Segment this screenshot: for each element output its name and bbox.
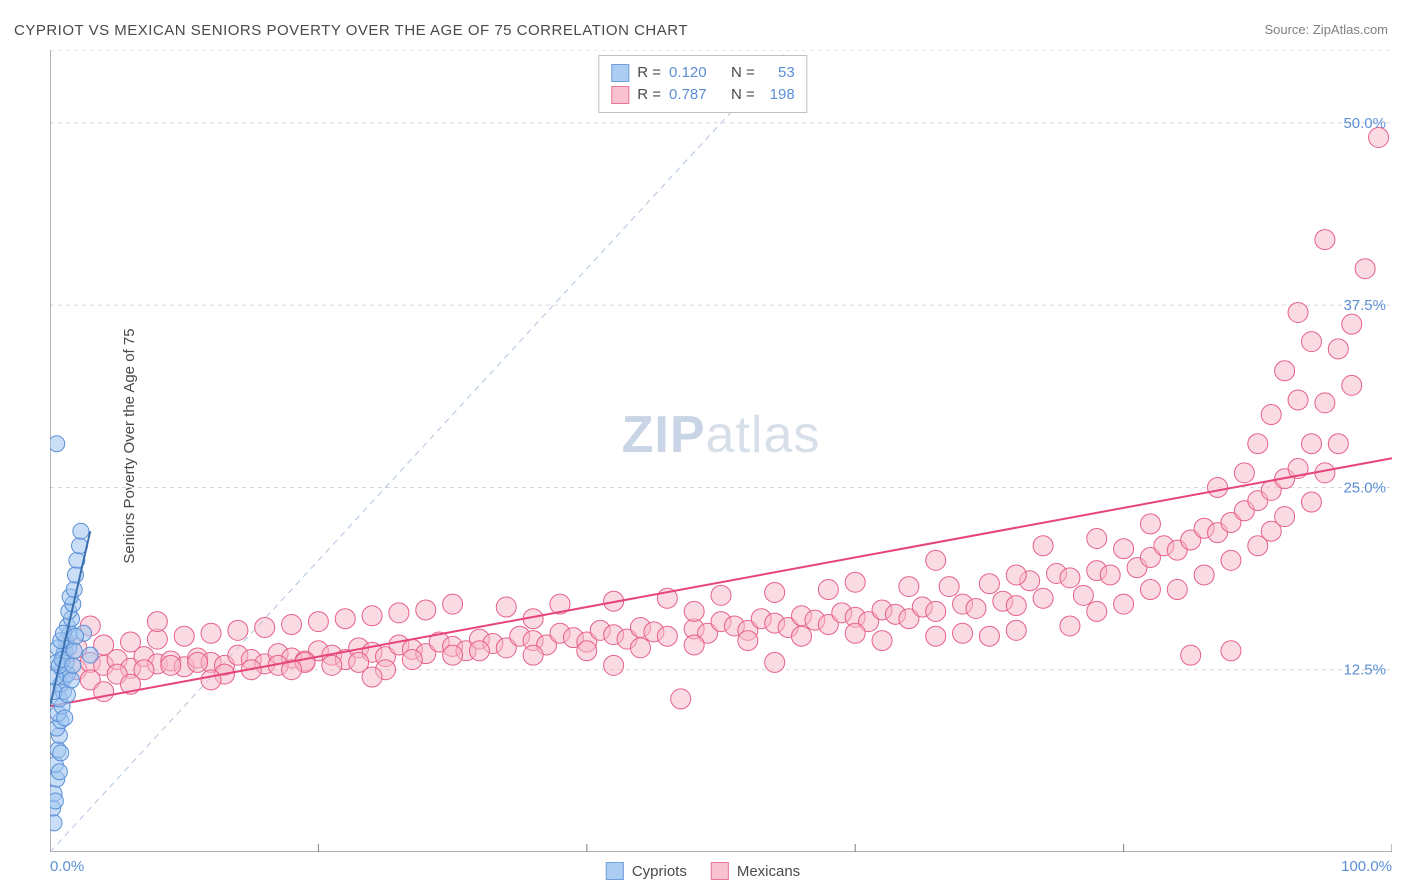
legend-swatch-cypriots bbox=[606, 862, 624, 880]
x-axis-end-label: 100.0% bbox=[1341, 858, 1392, 875]
stats-row-mexicans: R = 0.787 N = 198 bbox=[611, 84, 794, 106]
swatch-mexicans bbox=[611, 86, 629, 104]
r-label: R = bbox=[637, 84, 661, 106]
legend-label-cypriots: Cypriots bbox=[632, 863, 687, 880]
swatch-cypriots bbox=[611, 64, 629, 82]
stats-box: R = 0.120 N = 53 R = 0.787 N = 198 bbox=[598, 55, 807, 113]
scatter-svg: 12.5% 25.0% 37.5% 50.0% bbox=[50, 50, 1392, 852]
svg-text:37.5%: 37.5% bbox=[1343, 297, 1386, 314]
x-axis-start-label: 0.0% bbox=[50, 858, 84, 875]
n-label: N = bbox=[731, 84, 755, 106]
legend-label-mexicans: Mexicans bbox=[737, 863, 800, 880]
legend-item-mexicans: Mexicans bbox=[711, 862, 800, 880]
r-value-mexicans: 0.787 bbox=[669, 84, 707, 106]
legend: Cypriots Mexicans bbox=[606, 862, 800, 880]
svg-text:12.5%: 12.5% bbox=[1343, 662, 1386, 679]
svg-text:25.0%: 25.0% bbox=[1343, 479, 1386, 496]
n-value-cypriots: 53 bbox=[763, 62, 795, 84]
r-value-cypriots: 0.120 bbox=[669, 62, 707, 84]
chart-title: CYPRIOT VS MEXICAN SENIORS POVERTY OVER … bbox=[14, 22, 688, 39]
plot-area: 12.5%25.0%37.5%50.0% ZIPatlas bbox=[50, 50, 1392, 852]
legend-swatch-mexicans bbox=[711, 862, 729, 880]
legend-item-cypriots: Cypriots bbox=[606, 862, 687, 880]
r-label: R = bbox=[637, 62, 661, 84]
correlation-chart: CYPRIOT VS MEXICAN SENIORS POVERTY OVER … bbox=[0, 0, 1406, 892]
n-label: N = bbox=[731, 62, 755, 84]
stats-row-cypriots: R = 0.120 N = 53 bbox=[611, 62, 794, 84]
source-attribution: Source: ZipAtlas.com bbox=[1264, 22, 1388, 37]
svg-text:50.0%: 50.0% bbox=[1343, 115, 1386, 132]
n-value-mexicans: 198 bbox=[763, 84, 795, 106]
